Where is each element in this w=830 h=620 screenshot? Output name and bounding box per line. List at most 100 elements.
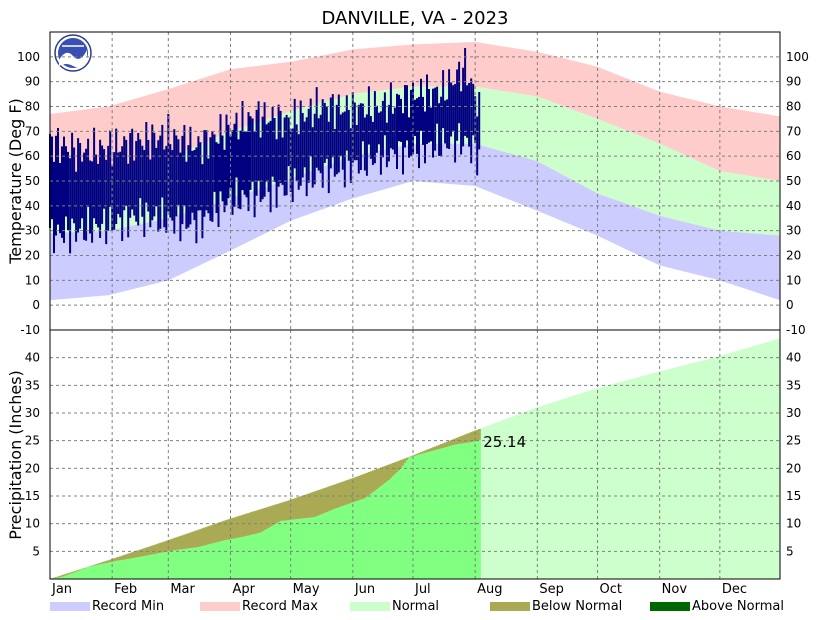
precip-observed-bar: [293, 519, 297, 579]
month-label: May: [293, 582, 320, 597]
precip-below-normal-bar: [343, 480, 347, 506]
precip-observed-bar: [115, 560, 118, 579]
precip-below-normal-bar: [363, 473, 367, 499]
precip-tick-right: 15: [786, 489, 801, 503]
precip-observed-bar: [147, 555, 150, 579]
precip-tick-left: 35: [25, 378, 40, 392]
precip-below-normal-bar: [406, 457, 409, 461]
precip-below-normal-bar: [400, 459, 403, 469]
temp-tick-right: 40: [786, 199, 801, 213]
temp-tick-left: -10: [20, 323, 40, 337]
precip-observed-bar: [470, 442, 473, 579]
precip-observed-bar: [259, 532, 263, 579]
precip-observed-bar: [305, 517, 309, 579]
legend-label: Record Min: [92, 599, 164, 614]
precip-observed-bar: [193, 547, 197, 579]
month-label: Oct: [600, 582, 622, 597]
precip-below-normal-bar: [436, 445, 439, 450]
precip-below-normal-bar: [414, 454, 417, 456]
temp-tick-right: -10: [786, 323, 806, 337]
temp-tick-right: 0: [786, 298, 794, 312]
precip-below-normal-bar: [367, 472, 371, 496]
precip-below-normal-bar: [113, 558, 116, 562]
precip-observed-bar: [285, 520, 289, 579]
precip-below-normal-bar: [195, 530, 199, 548]
precip-observed-bar: [99, 564, 102, 579]
precip-below-normal-bar: [193, 531, 197, 548]
legend-label: Record Max: [242, 599, 318, 614]
precip-below-normal-bar: [173, 538, 176, 551]
precip-below-normal-bar: [305, 494, 309, 518]
precip-below-normal-bar: [375, 469, 379, 490]
temp-tick-left: 10: [25, 273, 40, 287]
precip-below-normal-bar: [321, 488, 325, 514]
precip-below-normal-bar: [143, 548, 146, 556]
precip-below-normal-bar: [311, 492, 315, 518]
precip-observed-bar: [269, 526, 273, 579]
precip-below-normal-bar: [353, 477, 357, 502]
precip-below-normal-bar: [141, 548, 144, 557]
precip-below-normal-bar: [281, 502, 285, 521]
precip-observed-bar: [215, 542, 219, 579]
precip-below-normal-bar: [61, 575, 64, 577]
precip-observed-bar: [137, 557, 140, 579]
precip-observed-bar: [169, 551, 172, 579]
precip-below-normal-bar: [361, 474, 365, 499]
precip-observed-bar: [466, 442, 469, 579]
precip-observed-bar: [398, 470, 401, 579]
precip-below-normal-bar: [428, 448, 431, 452]
precip-observed-bar: [107, 562, 110, 579]
precip-observed-bar: [335, 508, 339, 579]
precip-below-normal-bar: [317, 490, 321, 516]
precip-below-normal-bar: [95, 564, 98, 566]
temp-tick-left: 60: [25, 149, 40, 163]
precip-observed-bar: [321, 513, 325, 579]
precip-below-normal-bar: [165, 540, 168, 552]
precip-observed-bar: [436, 449, 439, 579]
precip-below-normal-bar: [357, 475, 361, 501]
precip-below-normal-bar: [223, 520, 227, 541]
precip-observed-bar: [113, 561, 116, 579]
precip-observed-bar: [87, 566, 90, 579]
precip-below-normal-bar: [59, 575, 62, 578]
precip-observed-bar: [227, 539, 231, 579]
precip-below-normal-bar: [129, 552, 132, 559]
legend-swatch: [200, 602, 240, 611]
precip-below-normal-bar: [438, 444, 441, 449]
precip-below-normal-bar: [434, 446, 437, 451]
precip-below-normal-bar: [422, 451, 425, 454]
precip-observed-bar: [63, 576, 66, 579]
temp-tick-left: 100: [17, 50, 40, 64]
precip-below-normal-bar: [333, 484, 337, 509]
precip-below-normal-bar: [93, 564, 96, 566]
precip-below-normal-bar: [379, 467, 383, 486]
precip-observed-bar: [331, 509, 335, 579]
precip-observed-bar: [309, 517, 313, 579]
precip-observed-bar: [191, 547, 195, 579]
precip-below-normal-bar: [91, 565, 94, 566]
precip-observed-bar: [141, 556, 144, 579]
precip-below-normal-bar: [189, 532, 193, 548]
precip-observed-bar: [95, 565, 98, 579]
month-label: Jul: [414, 582, 431, 597]
precip-observed-bar: [446, 446, 449, 579]
precip-below-normal-bar: [466, 433, 469, 443]
precip-observed-bar: [373, 490, 377, 579]
month-label: Sep: [539, 582, 564, 597]
precip-below-normal-bar: [133, 551, 136, 558]
precip-below-normal-bar: [171, 538, 174, 551]
precip-observed-bar: [241, 536, 245, 579]
precip-below-normal-bar: [153, 544, 156, 555]
month-label: Jan: [51, 582, 72, 597]
precip-below-normal-bar: [267, 506, 271, 528]
precip-below-normal-bar: [79, 569, 82, 570]
temp-tick-right: 70: [786, 124, 801, 138]
precip-below-normal-bar: [105, 560, 108, 563]
precip-below-normal-bar: [345, 480, 349, 505]
precip-observed-bar: [121, 559, 124, 579]
precip-below-normal-bar: [420, 452, 423, 454]
precip-observed-bar: [245, 535, 249, 579]
precip-tick-left: 20: [25, 461, 40, 475]
precip-below-normal-bar: [279, 502, 283, 521]
